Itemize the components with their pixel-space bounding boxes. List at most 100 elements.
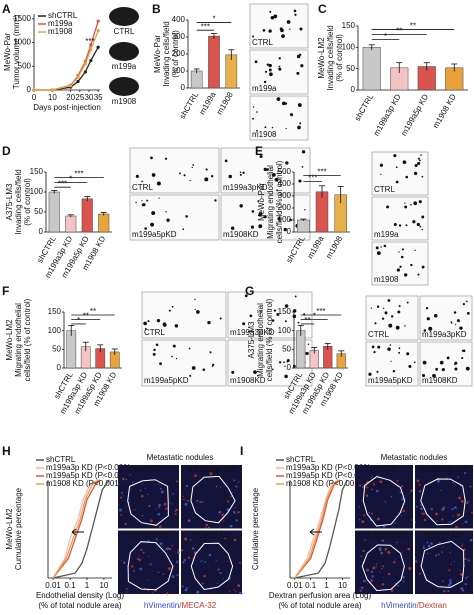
panel-letter: C <box>318 2 327 16</box>
cell <box>304 209 306 211</box>
stain <box>465 577 468 580</box>
stain <box>400 515 402 517</box>
cell <box>269 10 272 13</box>
cell <box>382 307 385 309</box>
cell <box>398 251 400 253</box>
y-tick-label: 300 <box>172 32 186 41</box>
legend-label: m199a5p KD (P<0.001) <box>286 471 371 480</box>
y-axis-label: Invading cells/field <box>162 21 171 86</box>
stain <box>200 560 202 563</box>
stain <box>382 525 386 528</box>
cell <box>150 156 153 160</box>
stain <box>466 501 469 505</box>
cell <box>191 366 196 370</box>
stain <box>409 492 411 494</box>
stain <box>194 474 197 478</box>
stain <box>467 559 470 562</box>
stain <box>469 485 472 488</box>
cell <box>253 370 257 374</box>
bar <box>315 191 329 233</box>
legend-label: shCTRL <box>286 455 316 464</box>
stain <box>147 579 150 581</box>
cell <box>435 367 439 371</box>
cell <box>256 129 258 132</box>
cell <box>162 323 167 327</box>
cell <box>418 159 421 162</box>
y-tick-label: 50 <box>34 207 43 216</box>
panel-letter: H <box>2 444 11 458</box>
stain <box>415 557 417 559</box>
stain <box>230 495 232 498</box>
y-tick-label: 100 <box>342 42 356 51</box>
cell <box>266 63 269 66</box>
cell <box>256 111 258 113</box>
stain <box>459 569 461 572</box>
cell <box>244 294 248 298</box>
cell <box>466 311 470 315</box>
stain <box>123 561 126 564</box>
cell <box>286 20 291 24</box>
stain <box>360 555 363 558</box>
stain <box>174 510 176 513</box>
cell <box>257 200 260 202</box>
y-axis-label: Tumor volume (mm³) <box>12 14 21 89</box>
stain <box>387 550 391 554</box>
stain <box>371 512 374 515</box>
image-label: m1908KD <box>230 376 266 385</box>
cell <box>268 68 272 72</box>
cell <box>420 154 422 156</box>
stain <box>358 518 361 521</box>
stain <box>126 591 128 593</box>
stain <box>452 515 454 517</box>
stain <box>366 486 369 489</box>
stain <box>177 548 179 551</box>
cell <box>189 374 192 377</box>
cell <box>376 305 380 308</box>
stain <box>410 489 413 492</box>
stain <box>133 569 136 572</box>
cell <box>263 167 267 172</box>
stain <box>361 485 365 489</box>
x-tick-label: 0 <box>32 93 37 102</box>
series-line <box>294 479 348 579</box>
cell <box>274 177 279 182</box>
stain <box>380 551 384 555</box>
cell <box>159 362 162 366</box>
micrograph <box>129 194 220 241</box>
y-tick-label: 200 <box>278 203 292 212</box>
stain <box>130 565 134 568</box>
stain <box>223 577 225 579</box>
stain <box>185 586 188 589</box>
y-tick-label: 1500 <box>13 14 31 23</box>
stain <box>176 561 179 564</box>
y-axis-label: MeWo-Par <box>3 33 12 71</box>
panel-letter: D <box>2 144 11 158</box>
y-tick-label: 0 <box>287 363 292 372</box>
x-axis-label: Days post-injection <box>33 103 101 112</box>
stain <box>395 515 397 517</box>
cell <box>426 317 430 321</box>
x-tick-label: 1 <box>324 581 329 590</box>
data-point <box>69 84 73 88</box>
stain <box>227 500 230 503</box>
stain <box>192 557 194 559</box>
stain <box>408 567 412 570</box>
cell <box>417 273 420 276</box>
cell <box>301 166 304 168</box>
cell <box>141 200 143 202</box>
stain <box>159 542 163 546</box>
cell <box>400 255 404 259</box>
cell <box>439 360 444 365</box>
cell <box>151 211 156 216</box>
x-axis-label: Dextran perfusion area (Log) <box>269 591 372 600</box>
y-tick-label: 0 <box>287 227 292 236</box>
x-tick-label: shCTRL <box>353 92 376 122</box>
significance-label: *** <box>85 37 94 46</box>
stain <box>176 480 179 483</box>
stain <box>363 514 366 517</box>
cell <box>387 299 391 302</box>
stain <box>149 519 153 523</box>
y-tick-label: 150 <box>342 21 356 30</box>
x-tick-label: 35 <box>94 93 103 102</box>
stain <box>436 520 438 522</box>
